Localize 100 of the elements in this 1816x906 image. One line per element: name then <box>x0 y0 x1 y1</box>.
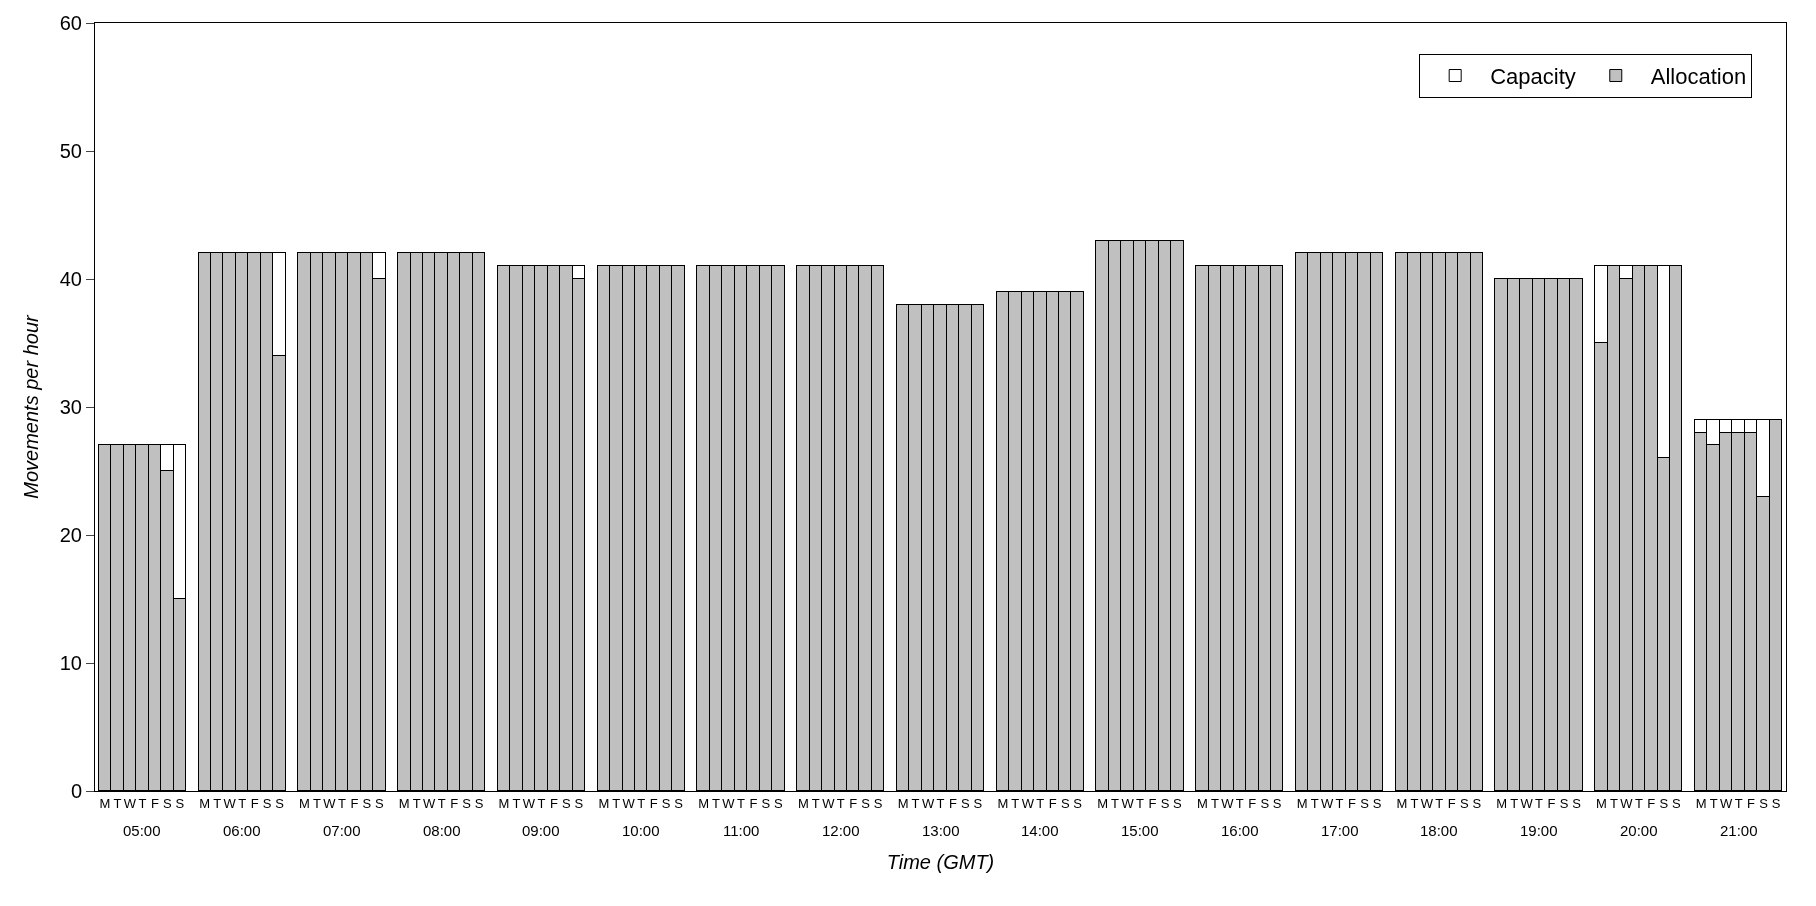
text: 11:00 <box>723 822 760 839</box>
x-tick-label: F <box>1348 795 1357 811</box>
x-tick-label: S <box>275 795 285 811</box>
x-tick-label: S <box>1272 795 1282 811</box>
x-axis-title: Time (GMT) <box>886 851 995 874</box>
x-tick-label: W <box>622 795 636 811</box>
legend-label: Allocation <box>1650 64 1747 90</box>
x-tick-label: S <box>1659 795 1669 811</box>
x-tick-label: T <box>637 795 646 811</box>
x-tick-label: S <box>562 795 572 811</box>
x-tick-label: T <box>1734 795 1743 811</box>
x-tick-label: W <box>1620 795 1634 811</box>
x-tick-label: S <box>661 795 671 811</box>
y-axis-title: Movements per hour <box>20 313 43 499</box>
x-tick-label: F <box>948 795 957 811</box>
x-tick-label: M <box>398 795 410 811</box>
x-tick-label: T <box>936 795 945 811</box>
x-tick-label: W <box>1320 795 1334 811</box>
text: 14:00 <box>1021 822 1059 839</box>
text: 06:00 <box>223 822 261 839</box>
x-tick-label: W <box>323 795 337 811</box>
x-tick-label: F <box>849 795 858 811</box>
x-tick-label: F <box>150 795 159 811</box>
x-tick-label: M <box>1097 795 1109 811</box>
x-tick-label: W <box>1520 795 1534 811</box>
x-tick-label: S <box>1372 795 1382 811</box>
x-tick-label: F <box>1048 795 1057 811</box>
x-tick-label: T <box>412 795 421 811</box>
x-tick-label: S <box>973 795 983 811</box>
x-tick-label: T <box>1535 795 1544 811</box>
x-tick-label: F <box>649 795 658 811</box>
x-tick-label: T <box>138 795 147 811</box>
x-tick-label: W <box>1420 795 1434 811</box>
x-tick-label: M <box>1695 795 1707 811</box>
x-tick-label: M <box>1596 795 1607 811</box>
x-tick-label: S <box>162 795 172 811</box>
x-tick-label: T <box>113 795 122 811</box>
x-tick-label: S <box>1173 795 1183 811</box>
x-tick-label: S <box>1559 795 1569 811</box>
text: 16:00 <box>1221 822 1259 839</box>
x-tick-label: S <box>574 795 584 811</box>
y-tick-label: 30 <box>59 396 82 418</box>
x-tick-label: S <box>1572 795 1582 811</box>
x-tick-label: T <box>811 795 820 811</box>
x-tick-label: W <box>1221 795 1235 811</box>
x-tick-label: T <box>736 795 745 811</box>
x-tick-label: W <box>822 795 836 811</box>
x-tick-label: T <box>1335 795 1344 811</box>
x-tick-label: S <box>1260 795 1270 811</box>
text: 07:00 <box>323 822 361 839</box>
x-tick-label: T <box>512 795 521 811</box>
x-tick-label: S <box>474 795 484 811</box>
x-tick-label: F <box>450 795 459 811</box>
x-tick-label: T <box>1410 795 1419 811</box>
x-tick-label: T <box>1634 795 1643 811</box>
text: 20:00 <box>1620 822 1658 839</box>
x-tick-label: T <box>1210 795 1219 811</box>
x-tick-label: M <box>199 795 211 811</box>
x-tick-label: M <box>299 795 310 811</box>
text: 10:00 <box>622 822 660 839</box>
x-tick-label: T <box>1111 795 1120 811</box>
x-tick-label: T <box>911 795 920 811</box>
x-tick-label: T <box>213 795 222 811</box>
x-tick-label: T <box>1709 795 1718 811</box>
x-tick-label: T <box>1510 795 1519 811</box>
text: 12:00 <box>822 822 860 839</box>
x-tick-label: M <box>1196 795 1208 811</box>
x-tick-label: M <box>1496 795 1508 811</box>
x-tick-label: T <box>1235 795 1244 811</box>
legend-label: Capacity <box>1490 64 1576 90</box>
text: 17:00 <box>1321 822 1359 839</box>
x-tick-label: T <box>238 795 247 811</box>
x-tick-label: S <box>1160 795 1170 811</box>
x-tick-label: T <box>1011 795 1020 811</box>
text: 05:00 <box>123 822 161 839</box>
x-tick-label: S <box>462 795 472 811</box>
text: 21:00 <box>1720 822 1758 839</box>
x-tick-label: F <box>1148 795 1157 811</box>
x-tick-label: T <box>1036 795 1045 811</box>
x-tick-label: M <box>997 795 1009 811</box>
y-tick-label: 10 <box>59 652 82 674</box>
x-tick-label: S <box>861 795 871 811</box>
y-tick-label: 0 <box>70 780 82 802</box>
x-tick-label: W <box>722 795 736 811</box>
x-tick-label: M <box>1396 795 1408 811</box>
x-tick-label: S <box>761 795 771 811</box>
x-tick-label: F <box>250 795 259 811</box>
x-tick-label: S <box>961 795 971 811</box>
text: 13:00 <box>922 822 960 839</box>
x-tick-label: W <box>522 795 536 811</box>
x-tick-label: W <box>423 795 437 811</box>
x-tick-label: T <box>437 795 446 811</box>
x-tick-label: T <box>312 795 321 811</box>
text: 08:00 <box>423 822 461 839</box>
x-tick-label: F <box>549 795 558 811</box>
x-tick-label: S <box>262 795 272 811</box>
x-tick-label: S <box>873 795 883 811</box>
x-tick-label: T <box>337 795 346 811</box>
x-tick-label: T <box>1435 795 1444 811</box>
x-tick-label: M <box>797 795 809 811</box>
